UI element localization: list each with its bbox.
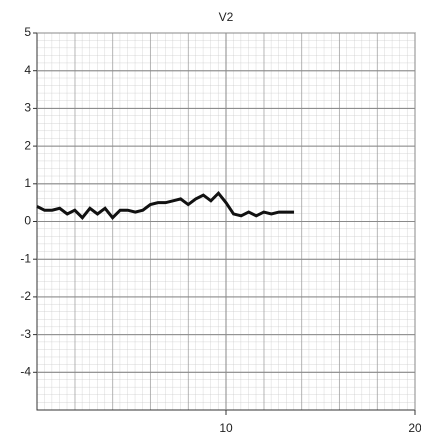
y-tick-label: 4	[24, 63, 31, 77]
y-tick-label: -1	[20, 251, 31, 265]
y-tick-label: 2	[24, 138, 31, 152]
y-tick-label: -3	[20, 327, 31, 341]
x-tick-label: 10	[219, 421, 233, 435]
signal-line	[36, 190, 295, 220]
y-tick-label: 5	[24, 25, 31, 39]
y-tick-label: -2	[20, 289, 31, 303]
y-tick-label: 3	[24, 101, 31, 115]
y-tick-label: 0	[24, 214, 31, 228]
chart-title: V2	[219, 10, 234, 24]
y-tick-label: 1	[24, 176, 31, 190]
y-tick-label: -4	[20, 364, 31, 378]
x-tick-label: 20	[408, 421, 421, 435]
